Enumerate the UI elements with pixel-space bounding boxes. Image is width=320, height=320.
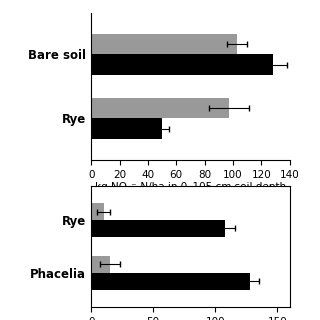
Bar xyxy=(91,203,104,220)
Bar xyxy=(91,256,110,273)
Bar xyxy=(91,34,237,54)
Bar xyxy=(91,220,225,237)
X-axis label: kg NO₃⁻-N/ha in 0–105 cm soil depth: kg NO₃⁻-N/ha in 0–105 cm soil depth xyxy=(95,182,286,193)
Bar xyxy=(91,98,229,118)
Bar xyxy=(91,118,162,139)
Bar xyxy=(91,273,250,290)
Bar xyxy=(91,54,273,75)
